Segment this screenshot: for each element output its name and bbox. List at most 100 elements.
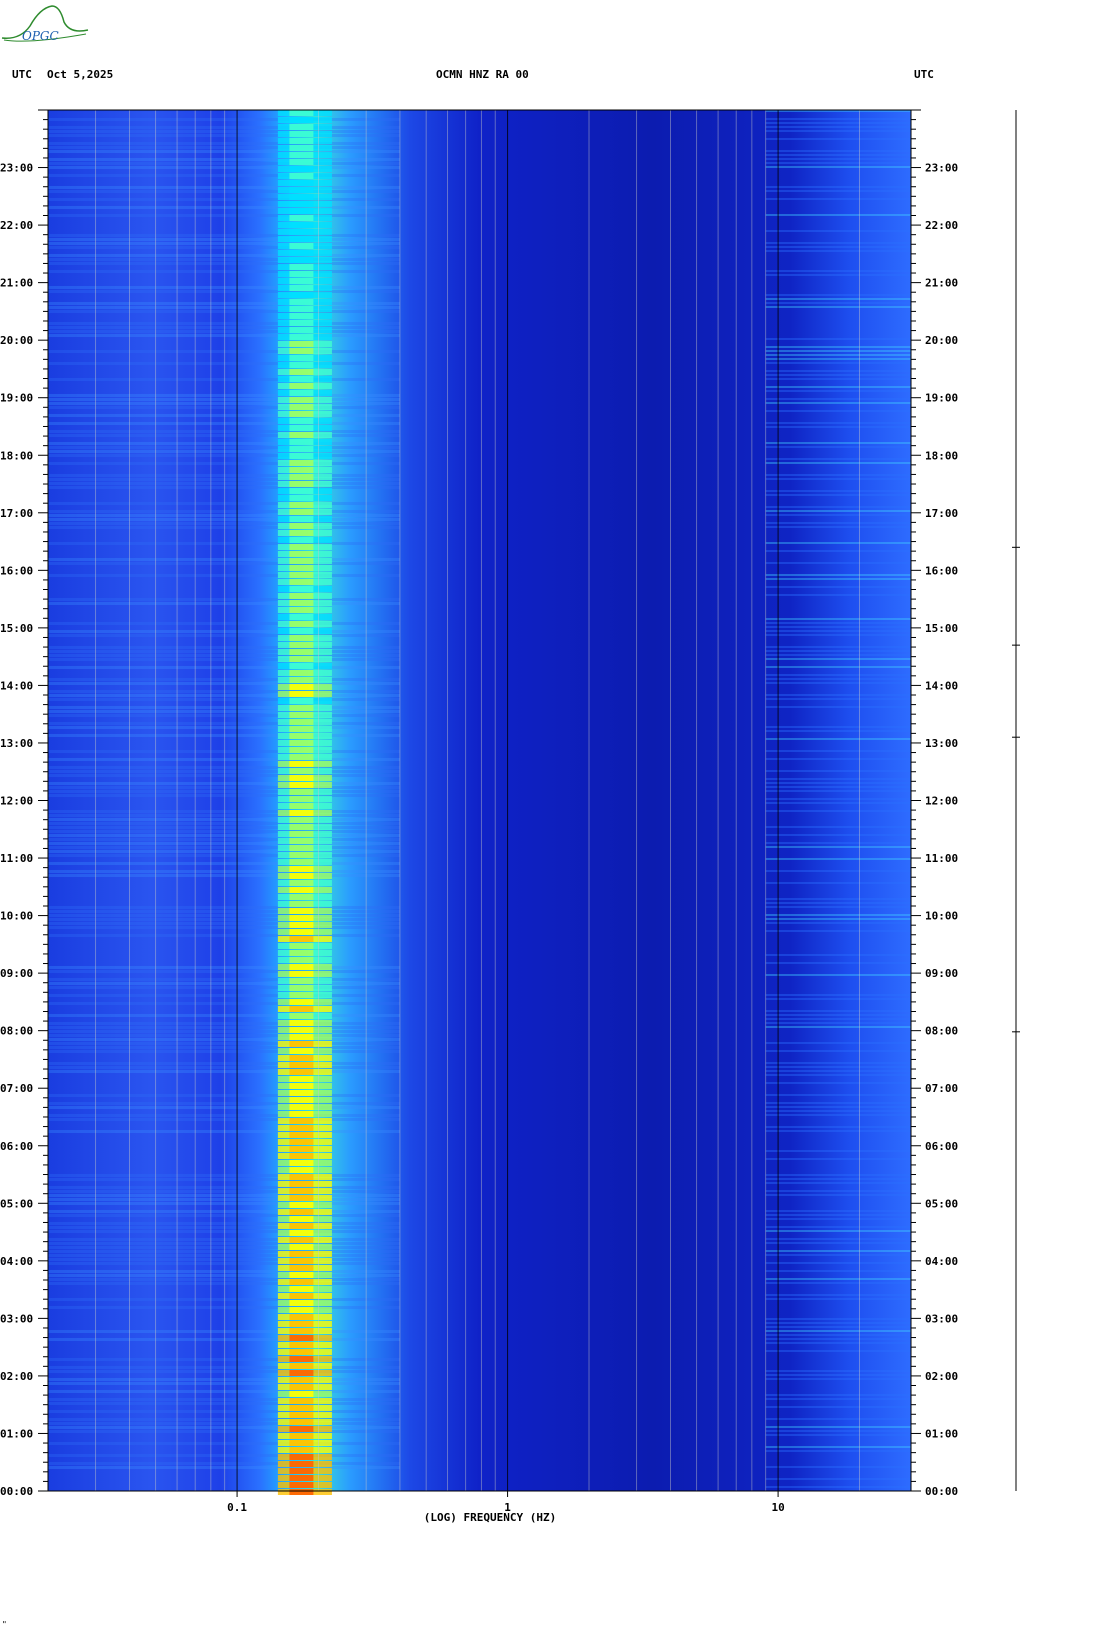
noise-stripe: [48, 970, 400, 973]
noise-stripe: [48, 1402, 400, 1405]
noise-stripe: [48, 482, 400, 485]
microseism-peak-cell: [289, 649, 314, 655]
noise-stripe: [48, 1390, 400, 1393]
y-tick-label-left: 14:00: [0, 679, 33, 692]
noise-stripe: [765, 274, 911, 276]
noise-stripe: [765, 1106, 911, 1108]
noise-stripe: [765, 646, 911, 648]
noise-stripe: [48, 654, 400, 657]
noise-stripe: [48, 966, 400, 969]
microseism-peak-cell: [289, 299, 314, 305]
microseism-peak-cell: [289, 775, 314, 781]
microseism-peak-cell: [289, 488, 314, 494]
noise-stripe: [765, 962, 911, 964]
noise-stripe: [765, 930, 911, 932]
header-left-label: UTC: [12, 68, 32, 81]
noise-stripe: [48, 914, 400, 917]
microseism-peak-cell: [289, 1314, 314, 1320]
microseism-peak-cell: [289, 1412, 314, 1418]
noise-stripe: [765, 674, 911, 676]
noise-stripe: [765, 190, 911, 192]
noise-stripe: [765, 1406, 911, 1408]
noise-stripe: [48, 838, 400, 841]
noise-stripe: [765, 1430, 911, 1432]
microseism-peak-cell: [289, 404, 314, 410]
y-tick-label-left: 22:00: [0, 219, 33, 232]
x-tick-label: 10: [771, 1501, 784, 1514]
microseism-peak-cell: [289, 467, 314, 473]
noise-stripe: [48, 646, 400, 649]
microseism-peak-cell: [289, 278, 314, 284]
noise-stripe: [765, 726, 911, 728]
noise-stripe: [48, 1178, 400, 1181]
noise-stripe: [48, 518, 400, 521]
y-tick-label-right: 05:00: [925, 1197, 958, 1210]
noise-stripe: [48, 254, 400, 257]
microseism-peak-cell: [289, 425, 314, 431]
noise-stripe: [48, 1198, 400, 1201]
noise-stripe: [765, 1322, 911, 1324]
noise-stripe: [48, 1274, 400, 1277]
noise-stripe: [765, 338, 911, 340]
microseism-peak-cell: [289, 173, 314, 179]
microseism-peak-cell: [289, 845, 314, 851]
microseism-peak-cell: [289, 852, 314, 858]
noise-stripe: [48, 830, 400, 833]
noise-stripe: [765, 250, 911, 252]
noise-stripe: [765, 1026, 911, 1028]
noise-stripe: [765, 1374, 911, 1376]
noise-stripe: [48, 758, 400, 761]
noise-stripe: [765, 306, 911, 308]
microseism-peak-cell: [289, 768, 314, 774]
noise-stripe: [48, 1014, 400, 1017]
noise-stripe: [765, 998, 911, 1000]
microseism-peak-cell: [289, 446, 314, 452]
noise-stripe: [48, 130, 400, 133]
microseism-peak-cell: [289, 131, 314, 137]
noise-stripe: [48, 242, 400, 245]
noise-stripe: [765, 162, 911, 164]
noise-stripe: [765, 1342, 911, 1344]
microseism-peak-cell: [289, 1482, 314, 1488]
microseism-peak-cell: [289, 964, 314, 970]
microseism-peak-cell: [289, 572, 314, 578]
noise-stripe: [48, 126, 400, 129]
noise-stripe: [48, 630, 400, 633]
microseism-peak-cell: [289, 943, 314, 949]
noise-stripe: [765, 378, 911, 380]
microseism-peak-cell: [289, 663, 314, 669]
noise-stripe: [765, 514, 911, 516]
logo-text: OPGC: [22, 29, 59, 43]
noise-stripe: [765, 618, 911, 620]
microseism-peak-cell: [289, 1307, 314, 1313]
microseism-peak-cell: [289, 1153, 314, 1159]
y-tick-label-left: 19:00: [0, 392, 33, 405]
microseism-peak-cell: [289, 593, 314, 599]
microseism-peak-cell: [289, 1356, 314, 1362]
y-tick-label-left: 11:00: [0, 852, 33, 865]
noise-stripe: [765, 550, 911, 552]
noise-stripe: [765, 1214, 911, 1216]
noise-stripe: [765, 798, 911, 800]
noise-stripe: [48, 1070, 400, 1073]
microseism-peak-cell: [289, 901, 314, 907]
microseism-peak-cell: [289, 1328, 314, 1334]
noise-stripe: [765, 782, 911, 784]
noise-stripe: [48, 398, 400, 401]
microseism-peak-cell: [289, 1202, 314, 1208]
noise-stripe: [765, 898, 911, 900]
noise-stripe: [48, 442, 400, 445]
noise-stripe: [765, 1074, 911, 1076]
noise-stripe: [765, 402, 911, 404]
noise-stripe: [48, 134, 400, 137]
y-tick-label-left: 20:00: [0, 334, 33, 347]
noise-stripe: [48, 174, 400, 177]
noise-stripe: [765, 302, 911, 304]
noise-stripe: [48, 1118, 400, 1121]
microseism-peak-cell: [289, 915, 314, 921]
noise-stripe: [48, 1418, 400, 1421]
microseism-peak-cell: [289, 1013, 314, 1019]
noise-stripe: [48, 306, 400, 309]
noise-stripe: [765, 166, 911, 168]
microseism-peak-cell: [289, 705, 314, 711]
